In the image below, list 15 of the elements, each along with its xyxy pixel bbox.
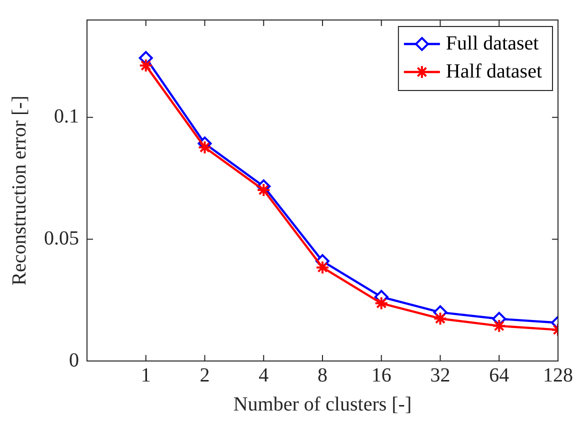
legend-label: Half dataset xyxy=(446,60,542,82)
x-tick-label: 1 xyxy=(140,364,151,386)
x-tick-label: 4 xyxy=(258,364,269,386)
x-tick-label: 2 xyxy=(200,364,210,386)
x-tick-label: 8 xyxy=(318,364,328,386)
y-tick-label: 0.1 xyxy=(54,106,79,128)
x-axis-title: Number of clusters [-] xyxy=(233,393,412,416)
x-tick-label: 128 xyxy=(543,364,573,386)
legend-label: Full dataset xyxy=(446,32,540,54)
y-tick-label: 0 xyxy=(69,349,79,372)
x-tick-label: 32 xyxy=(430,364,450,386)
y-tick-label: 0.05 xyxy=(44,227,79,250)
x-tick-label: 16 xyxy=(371,364,392,386)
y-axis-title: Reconstruction error [-] xyxy=(8,96,30,286)
x-tick-label: 64 xyxy=(489,364,510,386)
